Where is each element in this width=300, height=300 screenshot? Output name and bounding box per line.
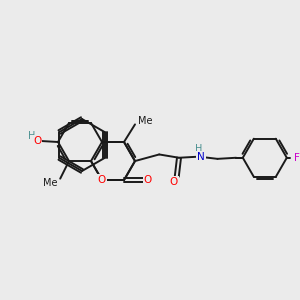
- Text: O: O: [33, 136, 41, 146]
- Text: F: F: [294, 153, 300, 163]
- Text: O: O: [144, 175, 152, 185]
- Text: H: H: [28, 131, 35, 141]
- Text: Me: Me: [43, 178, 57, 188]
- Text: N: N: [197, 152, 205, 162]
- Text: O: O: [98, 175, 106, 185]
- Text: H: H: [195, 144, 202, 154]
- Text: O: O: [170, 178, 178, 188]
- Text: Me: Me: [138, 116, 152, 126]
